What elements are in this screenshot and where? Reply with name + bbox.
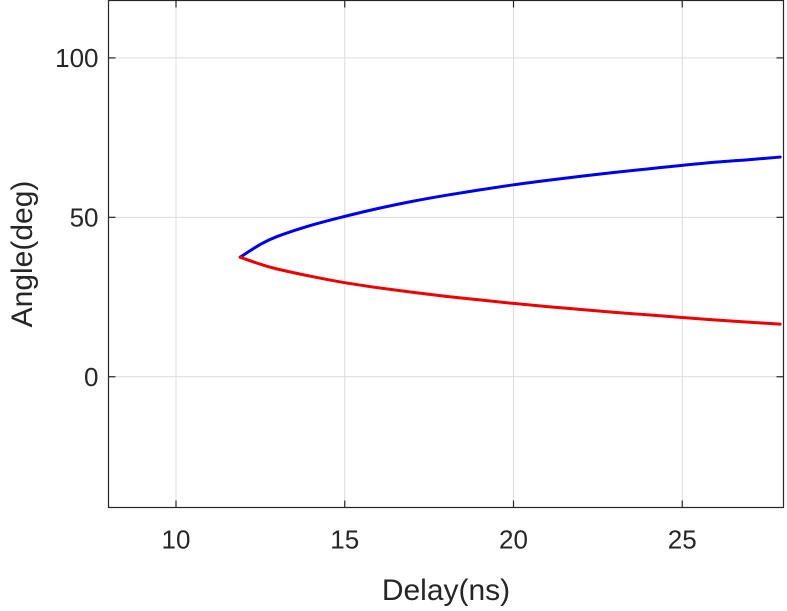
series-layer xyxy=(238,155,782,326)
x-tick-label: 15 xyxy=(330,525,359,555)
plot-frame xyxy=(107,0,785,509)
y-tick-label: 0 xyxy=(84,362,98,392)
x-axis-label: Delay(ns) xyxy=(382,574,510,607)
y-tick-label: 50 xyxy=(70,202,99,232)
series-line-2 xyxy=(238,255,782,326)
tick-layer: 10 15 20 25 0 50 100 xyxy=(55,0,784,555)
x-tick-label: 10 xyxy=(162,525,191,555)
series-line-1 xyxy=(238,155,782,259)
y-tick-label: 100 xyxy=(55,43,98,73)
y-axis-label: Angle(deg) xyxy=(6,181,39,328)
x-tick-label: 20 xyxy=(499,525,528,555)
grid-layer xyxy=(108,0,784,508)
x-tick-label: 25 xyxy=(668,525,697,555)
